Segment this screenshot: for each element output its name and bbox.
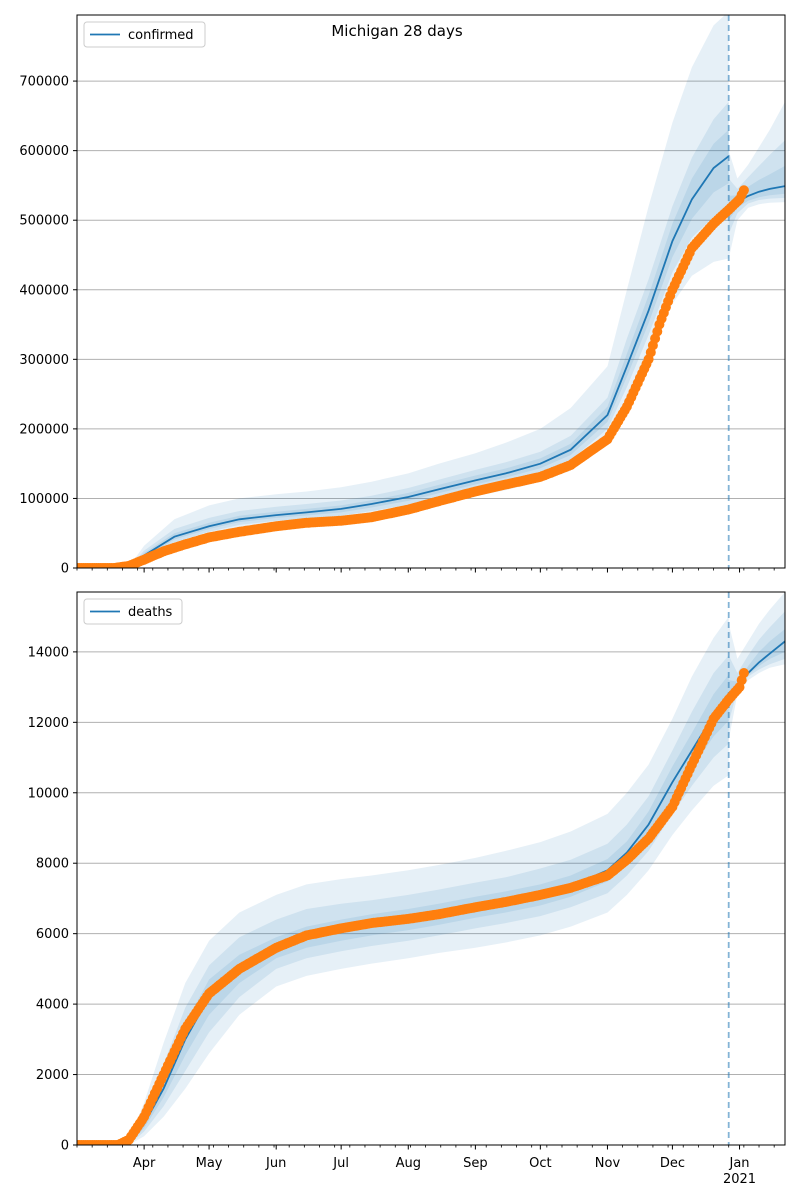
x-tick-label: May bbox=[196, 1156, 223, 1171]
observed-point bbox=[738, 668, 749, 678]
y-tick-label: 400000 bbox=[19, 283, 69, 298]
x-tick-label: Apr bbox=[133, 1156, 156, 1171]
projection-uncertainty-band bbox=[728, 611, 785, 723]
projection-uncertainty-band bbox=[728, 592, 785, 740]
x-year-label: 2021 bbox=[723, 1172, 756, 1187]
y-tick-label: 500000 bbox=[19, 214, 69, 229]
y-tick-label: 10000 bbox=[28, 786, 69, 801]
y-tick-label: 14000 bbox=[28, 645, 69, 660]
y-tick-label: 6000 bbox=[36, 927, 69, 942]
observed-point bbox=[738, 185, 749, 196]
projection-uncertainty-band bbox=[728, 101, 785, 259]
x-tick-label: Jul bbox=[332, 1156, 349, 1171]
plot-area bbox=[77, 592, 785, 1145]
x-tick-label: Jun bbox=[265, 1156, 286, 1171]
legend-box bbox=[83, 598, 183, 625]
legend-label: deaths bbox=[128, 605, 173, 620]
fit-uncertainty-band bbox=[77, 655, 729, 1145]
fit-uncertainty-band bbox=[77, 15, 729, 568]
projection-uncertainty-band bbox=[728, 629, 785, 709]
fit-uncertainty-band bbox=[77, 616, 729, 1145]
y-tick-label: 200000 bbox=[19, 422, 69, 437]
y-tick-label: 12000 bbox=[28, 716, 69, 731]
axes-frame bbox=[76, 591, 786, 1146]
y-tick-label: 300000 bbox=[19, 353, 69, 368]
y-tick-label: 700000 bbox=[19, 75, 69, 90]
model-fit-line bbox=[77, 155, 730, 568]
y-tick-label: 0 bbox=[61, 562, 69, 577]
y-tick-label: 4000 bbox=[36, 998, 69, 1013]
legend: deaths bbox=[83, 598, 183, 625]
y-tick-label: 8000 bbox=[36, 857, 69, 872]
confirmed-panel: 0 100000 200000 300000 400000 500000 600000 700… bbox=[19, 14, 786, 577]
y-tick-label: 100000 bbox=[19, 492, 69, 507]
chart-title: Michigan 28 days bbox=[331, 22, 462, 40]
plot-area bbox=[77, 15, 785, 568]
projection-uncertainty-band bbox=[728, 140, 785, 235]
y-tick-label: 600000 bbox=[19, 144, 69, 159]
deaths-panel: 0 2000 4000 6000 8000 10000 12000 14000 deaths bbox=[28, 591, 786, 1154]
x-tick-label: Jan bbox=[729, 1156, 750, 1171]
y-tick-label: 2000 bbox=[36, 1068, 69, 1083]
x-tick-label: Oct bbox=[529, 1156, 551, 1171]
x-tick-label: Nov bbox=[595, 1156, 621, 1171]
legend-label: confirmed bbox=[128, 28, 194, 43]
legend-box bbox=[83, 21, 206, 48]
fit-uncertainty-band bbox=[77, 674, 729, 1145]
legend: confirmed bbox=[83, 21, 206, 48]
x-tick-label: Aug bbox=[396, 1156, 421, 1171]
x-tick-label: Sep bbox=[463, 1156, 488, 1171]
axes-frame bbox=[76, 14, 786, 569]
y-tick-label: 0 bbox=[61, 1139, 69, 1154]
x-tick-label: Dec bbox=[660, 1156, 685, 1171]
